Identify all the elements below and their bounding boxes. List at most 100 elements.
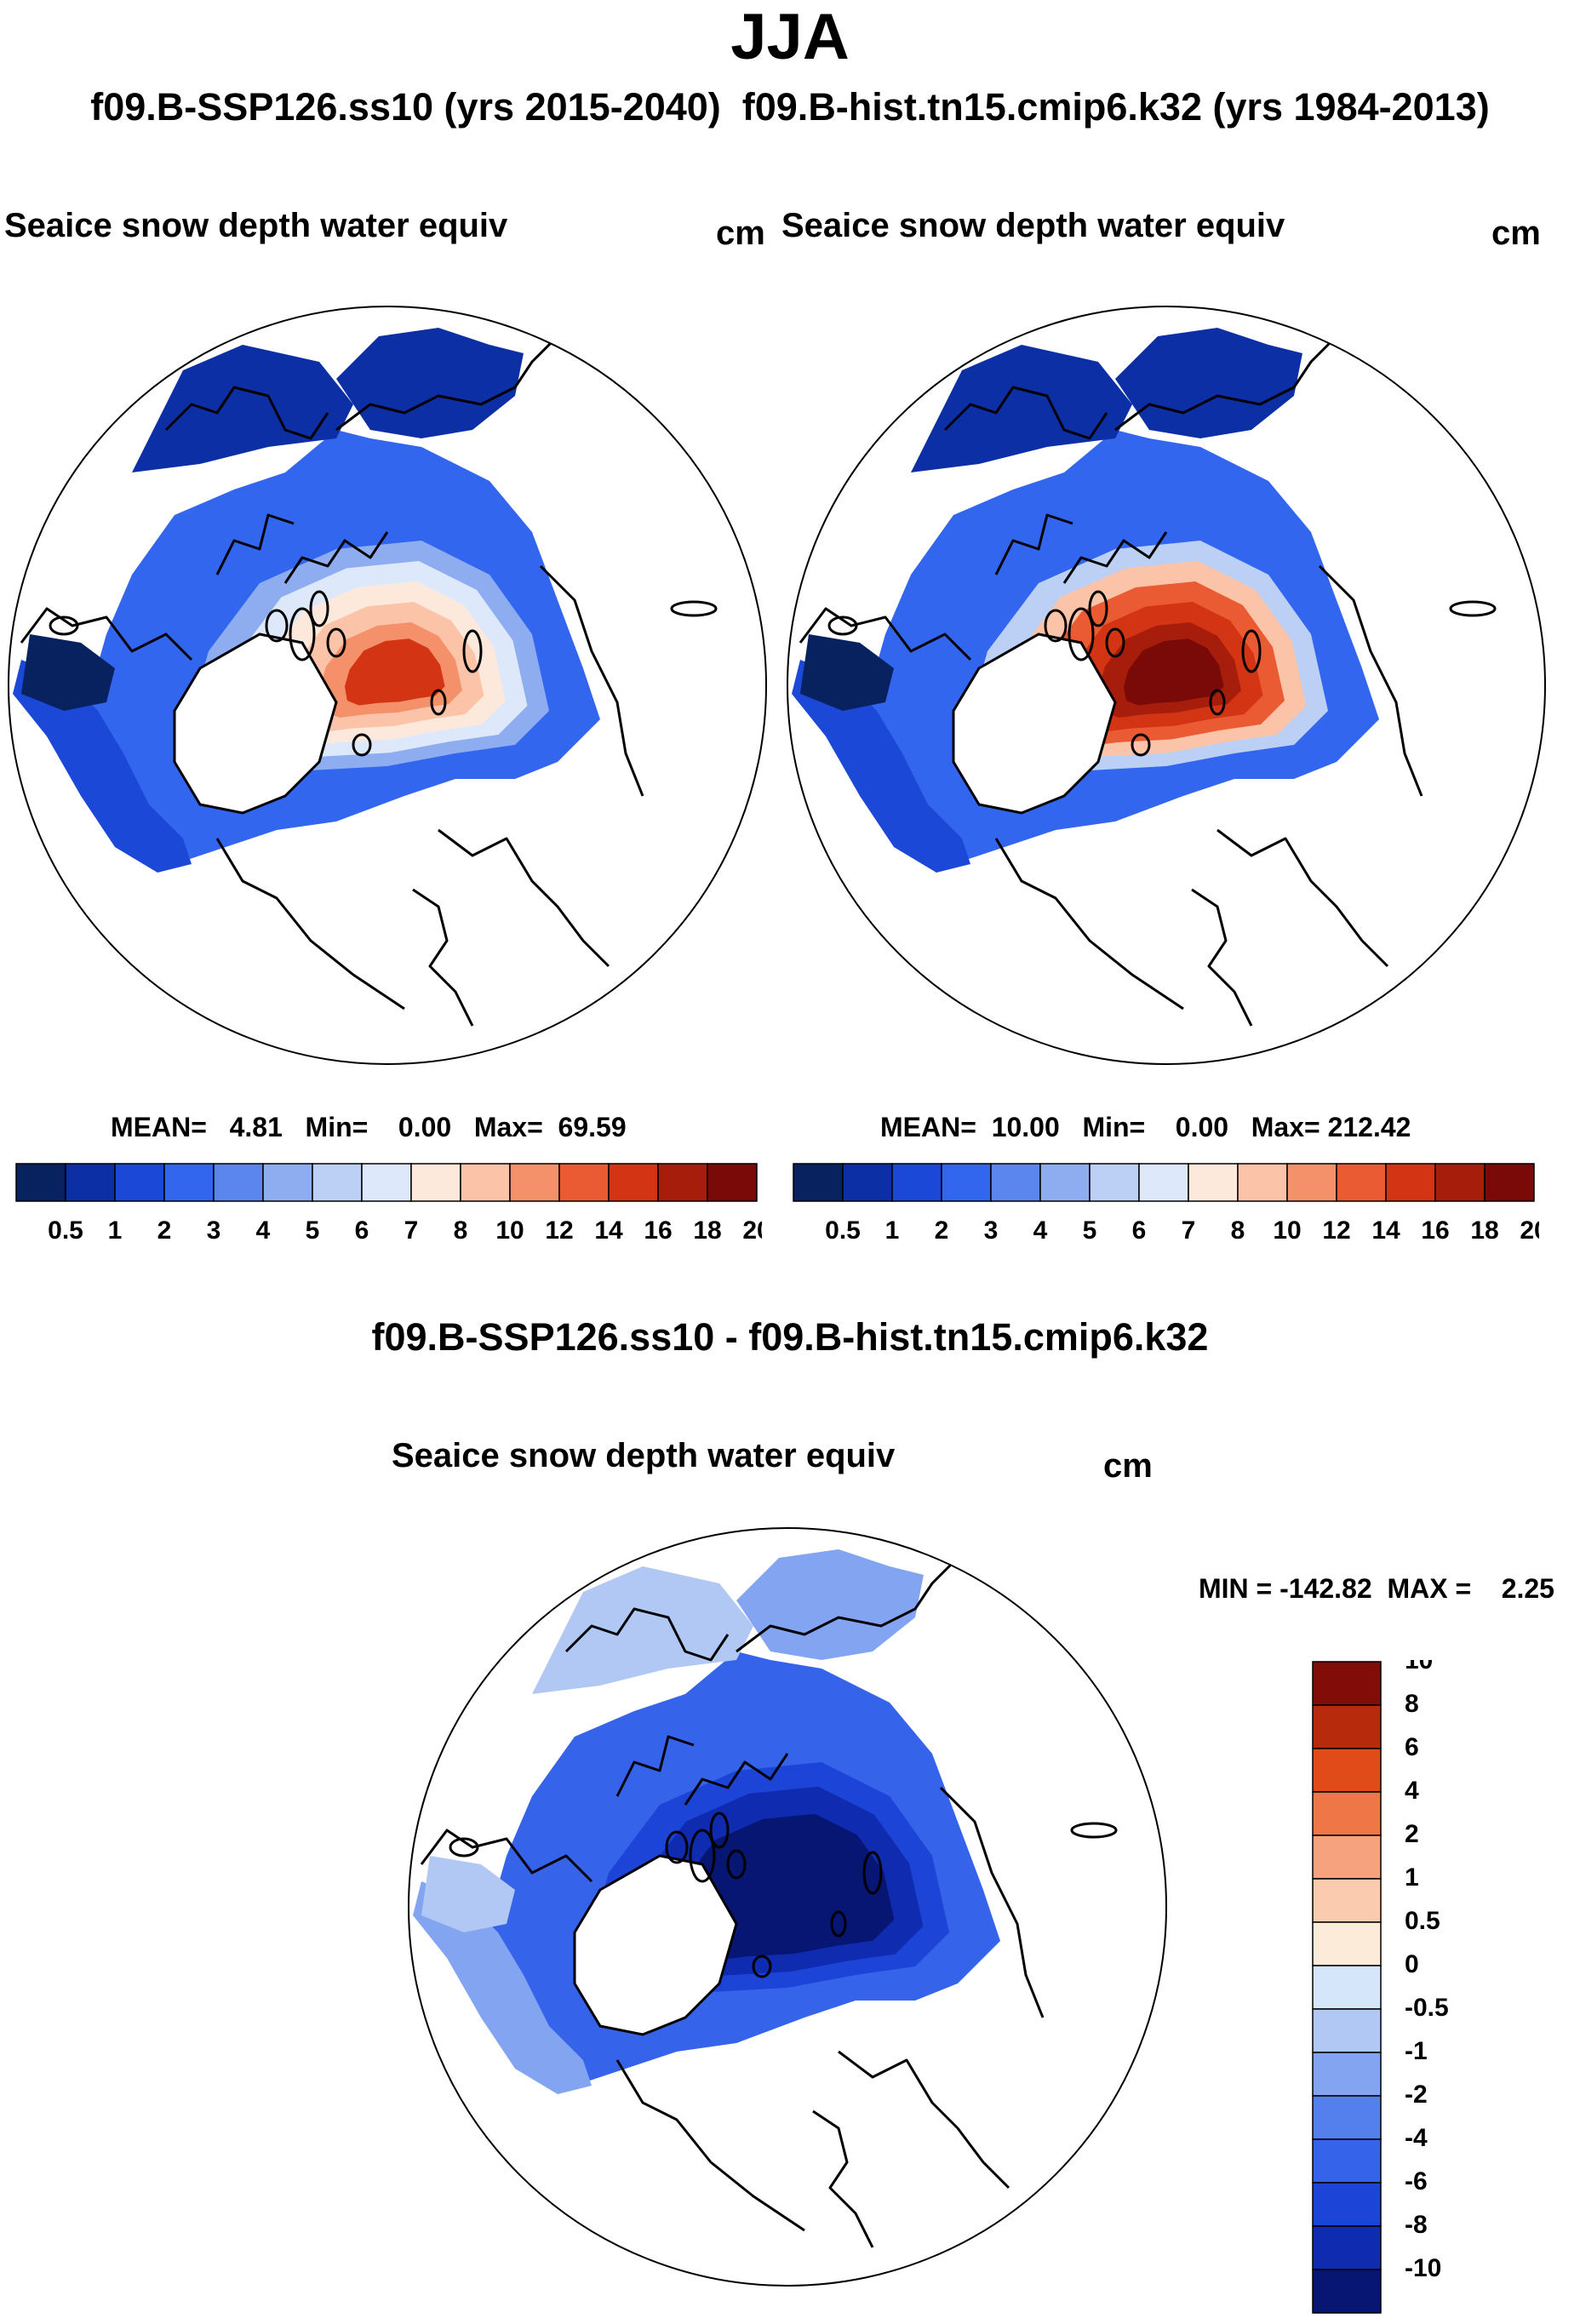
ice-region xyxy=(21,634,115,711)
colorbar-swatch xyxy=(1312,1878,1382,1923)
colorbar-tick-label: 18 xyxy=(693,1216,721,1245)
coastline xyxy=(812,2109,874,2248)
coastline xyxy=(799,607,972,661)
colorbar-swatch xyxy=(1312,2008,1382,2053)
coastline xyxy=(539,564,644,797)
ice-region xyxy=(792,660,970,873)
colorbar-swatch xyxy=(410,1163,461,1202)
colorbar-tick-label: 2 xyxy=(1405,1820,1419,1848)
colorbar-swatch xyxy=(1312,1748,1382,1793)
panel2-stats: MEAN= 10.00 Min= 0.00 Max= 212.42 xyxy=(880,1112,1411,1142)
coastline xyxy=(283,531,389,584)
colorbar-swatch xyxy=(707,1163,758,1202)
season-title: JJA xyxy=(730,1,850,73)
colorbar-swatch xyxy=(941,1163,992,1202)
header-subtitle: f09.B-SSP126.ss10 (yrs 2015-2040) f09.B-… xyxy=(90,85,1490,129)
colorbar-swatch xyxy=(1484,1163,1535,1202)
colorbar-tick-label: 6 xyxy=(1132,1216,1147,1245)
difference-title: f09.B-SSP126.ss10 - f09.B-hist.tn15.cmip… xyxy=(371,1315,1209,1359)
ice-band xyxy=(1124,638,1224,706)
colorbar-tick-label: 6 xyxy=(1405,1733,1419,1761)
colorbar-tick-label: 14 xyxy=(1371,1216,1400,1245)
map-boundary-circle xyxy=(787,306,1546,1065)
colorbar-tick-label: 1 xyxy=(1405,1863,1419,1892)
colorbar-swatch xyxy=(509,1163,560,1202)
ice-band xyxy=(719,1844,862,1939)
island-outline xyxy=(1070,1822,1118,1839)
island-outline xyxy=(265,609,289,643)
colorbar-tick-label: 12 xyxy=(1322,1216,1350,1245)
colorbar-swatch xyxy=(1089,1163,1140,1202)
colorbar-swatch xyxy=(65,1163,116,1202)
ice-region xyxy=(911,345,1132,472)
colorbar-swatch xyxy=(1312,1791,1382,1836)
panel2-variable-title: Seaice snow depth water equiv xyxy=(781,207,1285,244)
island-outline xyxy=(1449,600,1497,617)
colorbar-tick-label: 8 xyxy=(454,1216,468,1245)
colorbar-swatch xyxy=(114,1163,165,1202)
island-outline xyxy=(1068,607,1095,661)
ice-region xyxy=(800,634,894,711)
colorbar-tick-label: -6 xyxy=(1405,2167,1428,2195)
coastline xyxy=(420,1829,593,1883)
colorbar-tick-label: 0.5 xyxy=(1405,1907,1440,1935)
colorbar-swatch xyxy=(1312,2225,1382,2270)
colorbar-swatch xyxy=(1312,1921,1382,1966)
coastline xyxy=(684,1753,789,1806)
coastline xyxy=(838,2050,1010,2189)
colorbar-swatch xyxy=(1312,1965,1382,2010)
colorbar-tick-label: 5 xyxy=(306,1216,320,1245)
coastline xyxy=(438,828,610,968)
colorbar-tick-label: 7 xyxy=(404,1216,419,1245)
coastline xyxy=(615,2059,805,2232)
colorbar-tick-label: 8 xyxy=(1231,1216,1245,1245)
colorbar-tick-label: 14 xyxy=(594,1216,623,1245)
colorbar-swatch xyxy=(1312,2095,1382,2140)
colorbar-swatch xyxy=(1312,1661,1382,1706)
coastline xyxy=(994,513,1073,575)
island-outline xyxy=(1209,689,1226,716)
coastline xyxy=(736,1556,959,1653)
colorbar-tick-label: 12 xyxy=(545,1216,573,1245)
panel3-min-max: MIN = -142.82 MAX = 2.25 xyxy=(1199,1573,1554,1604)
greenland-landmass xyxy=(952,633,1117,815)
colorbar-swatch xyxy=(1312,2138,1382,2184)
island-outline xyxy=(1131,733,1151,757)
colorbar-tick-label: 5 xyxy=(1083,1216,1097,1245)
colorbar-tick-label: -1 xyxy=(1405,2037,1428,2065)
colorbar-tick-label: 1 xyxy=(885,1216,900,1245)
colorbar-swatch xyxy=(1188,1163,1239,1202)
colorbar-swatch xyxy=(891,1163,942,1202)
sea-ice-field xyxy=(413,1549,1118,2248)
island-outline xyxy=(326,627,346,658)
ice-region xyxy=(421,1856,515,1932)
coastline xyxy=(943,386,1108,440)
colorbar-swatch xyxy=(460,1163,511,1202)
coastline xyxy=(615,1735,695,1797)
colorbar-swatch xyxy=(1312,2269,1382,2314)
map-boundary-circle xyxy=(408,1527,1167,2287)
map-boundary-circle xyxy=(8,306,767,1065)
coastline xyxy=(215,838,405,1010)
island-outline xyxy=(430,689,447,716)
colorbar-swatch xyxy=(1312,2052,1382,2097)
colorbar-tick-label: 6 xyxy=(355,1216,369,1245)
coastline xyxy=(1216,828,1389,968)
colorbar-tick-label: -4 xyxy=(1405,2124,1428,2152)
coastline xyxy=(164,386,329,440)
island-outline xyxy=(352,733,372,757)
colorbar-tick-label: 16 xyxy=(644,1216,672,1245)
greenland-landmass xyxy=(573,1854,738,2036)
colorbar-swatch xyxy=(558,1163,610,1202)
colorbar-swatch xyxy=(842,1163,893,1202)
colorbar-swatch xyxy=(312,1163,363,1202)
island-outline xyxy=(726,1849,747,1880)
colorbar-swatch xyxy=(15,1163,66,1202)
coastline xyxy=(1114,335,1338,432)
island-outline xyxy=(449,1837,479,1857)
colorbar-tick-label: 10 xyxy=(1405,1660,1433,1674)
colorbar-swatch xyxy=(1039,1163,1091,1202)
island-outline xyxy=(830,1910,847,1938)
colorbar-swatch xyxy=(1138,1163,1189,1202)
island-outline xyxy=(1044,609,1068,643)
